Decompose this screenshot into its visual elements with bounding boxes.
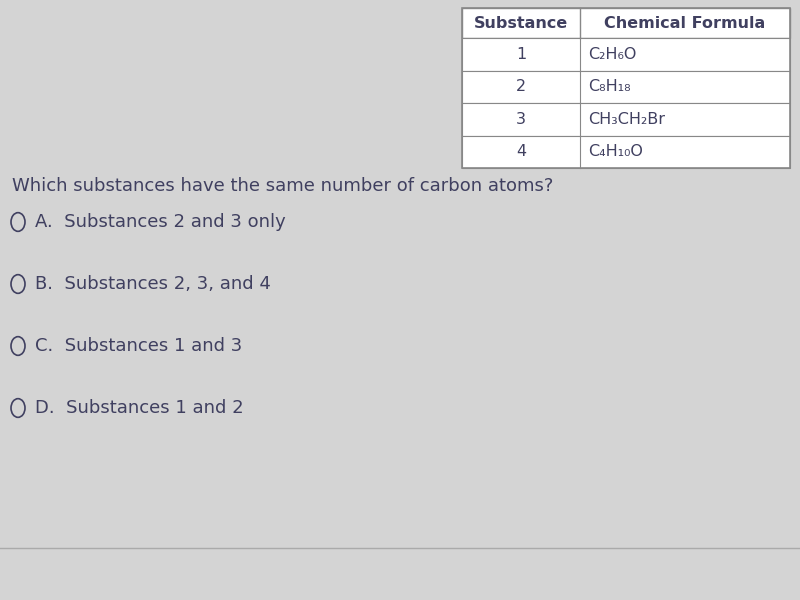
Bar xyxy=(462,103,790,136)
Text: 4: 4 xyxy=(516,144,526,159)
Text: C.  Substances 1 and 3: C. Substances 1 and 3 xyxy=(35,337,242,355)
Text: A.  Substances 2 and 3 only: A. Substances 2 and 3 only xyxy=(35,213,286,231)
Text: D.  Substances 1 and 2: D. Substances 1 and 2 xyxy=(35,399,244,417)
Bar xyxy=(462,8,790,168)
Text: 1: 1 xyxy=(516,47,526,62)
Bar xyxy=(462,38,790,70)
Bar xyxy=(462,8,790,38)
Text: Chemical Formula: Chemical Formula xyxy=(605,16,766,31)
Text: Substance: Substance xyxy=(474,16,568,31)
Text: CH₃CH₂Br: CH₃CH₂Br xyxy=(588,112,665,127)
Text: Which substances have the same number of carbon atoms?: Which substances have the same number of… xyxy=(12,177,554,195)
Text: 2: 2 xyxy=(516,79,526,94)
Text: C₂H₆O: C₂H₆O xyxy=(588,47,637,62)
Bar xyxy=(462,70,790,103)
Text: 3: 3 xyxy=(516,112,526,127)
Text: C₄H₁₀O: C₄H₁₀O xyxy=(588,144,643,159)
Text: C₈H₁₈: C₈H₁₈ xyxy=(588,79,630,94)
Bar xyxy=(462,136,790,168)
Text: B.  Substances 2, 3, and 4: B. Substances 2, 3, and 4 xyxy=(35,275,271,293)
